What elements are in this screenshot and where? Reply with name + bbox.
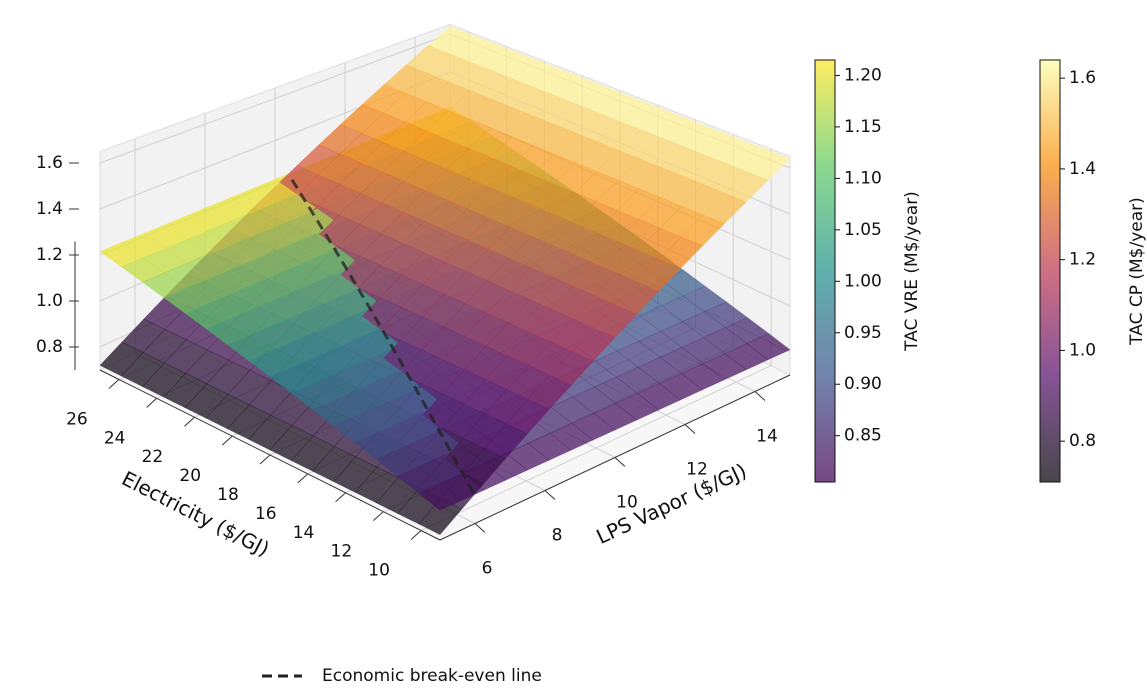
surface-patch	[163, 372, 208, 409]
y-tick-label: 10	[616, 493, 638, 513]
surface-patch	[571, 413, 616, 441]
colorbar	[814, 59, 836, 483]
colorbar-tick-label: 1.00	[844, 271, 882, 291]
z-tick-label: 0.8	[36, 337, 63, 357]
surface-patch	[335, 312, 380, 339]
x-tick	[335, 492, 346, 503]
surface-patch	[660, 321, 705, 348]
x-tick-label: 20	[179, 466, 201, 486]
surface-patch	[702, 353, 747, 381]
x-tick-label: 10	[368, 561, 390, 581]
colorbar-tick-label: 0.95	[844, 323, 882, 343]
y-tick	[754, 391, 766, 401]
surface-patch	[703, 301, 749, 328]
colorbar-label: TAC CP (M$/year)	[1127, 197, 1147, 346]
surface-patch	[615, 281, 660, 315]
colorbar-tick-label: 0.8	[1069, 431, 1096, 451]
x-tick	[372, 511, 384, 522]
surface-patch	[682, 285, 727, 312]
surface-patch	[376, 396, 422, 424]
surface-patch	[205, 319, 250, 346]
surface-patch	[226, 334, 272, 362]
z-tick-label: 1.0	[36, 291, 63, 311]
surface-patch	[549, 351, 594, 386]
surface-patch	[292, 306, 337, 333]
x-tick	[108, 379, 120, 389]
z-tick-label: 1.4	[36, 199, 63, 219]
x-tick-label: 14	[293, 523, 315, 543]
surface-patch	[597, 92, 642, 122]
surface-patch	[483, 423, 528, 459]
surface-patch	[615, 393, 660, 421]
z-tick-label: 1.2	[36, 245, 63, 265]
colorbar-tick-label: 1.4	[1069, 159, 1096, 179]
y-tick	[614, 457, 626, 467]
x-tick-label: 22	[142, 447, 164, 467]
surface-patch	[418, 482, 463, 511]
x-tick-label: 26	[66, 409, 88, 429]
colorbar-tick-label: 1.20	[844, 65, 882, 85]
surface-patch	[248, 350, 293, 378]
surface-patch	[489, 136, 534, 167]
surface-patch	[142, 248, 187, 274]
x-tick	[221, 435, 233, 446]
surface-patch	[354, 432, 399, 460]
colorbar-label: TAC VRE (M$/year)	[902, 191, 922, 352]
y-tick	[684, 424, 696, 434]
surface-patch	[529, 276, 574, 310]
colorbar-tick-label: 1.05	[844, 220, 882, 240]
surface-patch	[186, 206, 232, 231]
surface-patch	[469, 70, 514, 100]
y-tick-label: 12	[686, 460, 708, 480]
surface-patch	[555, 75, 600, 105]
y-tick-label: 8	[552, 526, 563, 546]
x-tick-label: 18	[217, 485, 239, 505]
surface-patch	[682, 125, 727, 156]
surface-patch	[571, 327, 616, 362]
surface-patch	[486, 258, 532, 291]
colorbar-tick-label: 1.0	[1069, 340, 1096, 360]
colorbar-tick-label: 0.85	[844, 426, 882, 446]
surface-patch	[636, 258, 682, 292]
surface-patch	[120, 352, 165, 387]
x-tick	[146, 397, 158, 408]
x-tick-label: 24	[104, 428, 126, 448]
colorbar-tick-label: 1.15	[844, 117, 882, 137]
surfaces	[99, 26, 791, 535]
x-tick	[410, 530, 422, 540]
break-even-line	[288, 175, 475, 494]
legend-label: Economic break-even line	[322, 666, 542, 686]
x-tick-label: 12	[331, 542, 353, 562]
surface-patch	[527, 374, 572, 410]
surface-patch	[527, 432, 572, 461]
surface-patch	[532, 124, 577, 155]
x-tick	[184, 416, 195, 427]
x-tick	[297, 473, 309, 484]
colorbar-tick-label: 1.10	[844, 168, 882, 188]
surface-patch	[270, 316, 315, 343]
x-tick-label: 16	[255, 504, 277, 524]
grid-line	[99, 33, 451, 164]
z-tick-label: 1.6	[36, 153, 63, 173]
surface-patch	[229, 235, 274, 262]
y-tick-label: 14	[756, 427, 778, 447]
colorbar-tick-label: 1.6	[1069, 68, 1096, 88]
y-tick-label: 6	[482, 559, 493, 579]
colorbars: 0.85 0.90 0.95 1.00 1.05 1.10 1.15 1.20 TAC VRE …	[814, 59, 1147, 483]
x-tick	[259, 454, 271, 465]
colorbar-tick-label: 0.90	[844, 374, 882, 394]
colorbar-tick-label: 1.2	[1069, 250, 1096, 270]
y-tick	[544, 490, 556, 500]
surface-patch	[702, 192, 747, 225]
y-tick	[474, 523, 486, 533]
colorbar	[1039, 59, 1061, 483]
